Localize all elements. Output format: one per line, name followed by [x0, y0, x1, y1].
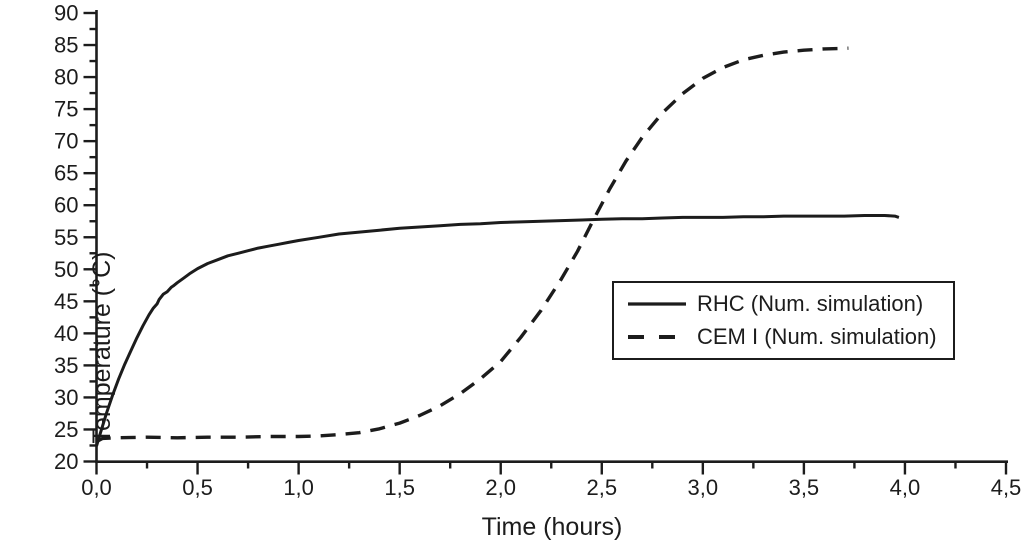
x-axis-tick-label: 3,0 — [688, 475, 719, 500]
y-axis-tick-label: 55 — [54, 225, 78, 250]
y-axis-tick-label: 75 — [54, 97, 78, 122]
x-axis-tick-label: 1,5 — [384, 475, 415, 500]
x-axis-tick-label: 1,0 — [283, 475, 314, 500]
legend-label-cem: CEM I (Num. simulation) — [697, 324, 937, 350]
y-axis-tick-label: 80 — [54, 65, 78, 90]
x-axis-tick-label: 0,5 — [182, 475, 213, 500]
legend-item-rhc: RHC (Num. simulation) — [628, 291, 953, 317]
y-axis-tick-label: 50 — [54, 257, 78, 282]
y-axis-tick-label: 60 — [54, 193, 78, 218]
x-axis-tick-label: 4,5 — [991, 475, 1022, 500]
y-axis-tick-label: 30 — [54, 385, 78, 410]
y-axis-tick-label: 35 — [54, 353, 78, 378]
y-axis-tick-label: 45 — [54, 289, 78, 314]
x-axis-tick-label: 3,5 — [789, 475, 820, 500]
x-axis-tick-label: 0,0 — [81, 475, 112, 500]
y-axis-title: Temperature (°C) — [88, 251, 116, 444]
series-line-1 — [95, 46, 849, 444]
legend: RHC (Num. simulation) CEM I (Num. simula… — [612, 281, 955, 360]
x-axis-tick-label: 2,5 — [586, 475, 617, 500]
y-axis-tick-label: 90 — [54, 1, 78, 26]
x-axis-tick-label: 4,0 — [890, 475, 921, 500]
y-axis-tick-label: 85 — [54, 33, 78, 58]
y-axis-tick-label: 40 — [54, 321, 78, 346]
legend-label-rhc: RHC (Num. simulation) — [697, 290, 924, 316]
solid-line-sample-icon — [628, 302, 686, 306]
dashed-line-sample-icon — [628, 335, 686, 340]
x-axis-tick-label: 2,0 — [485, 475, 516, 500]
y-axis-tick-label: 70 — [54, 129, 78, 154]
y-axis-tick-label: 25 — [54, 417, 78, 442]
y-axis-tick-label: 20 — [54, 449, 78, 474]
x-axis-title: Time (hours) — [481, 513, 623, 541]
legend-item-cem: CEM I (Num. simulation) — [628, 324, 953, 350]
y-axis-tick-label: 65 — [54, 161, 78, 186]
series-line-0 — [95, 214, 900, 447]
